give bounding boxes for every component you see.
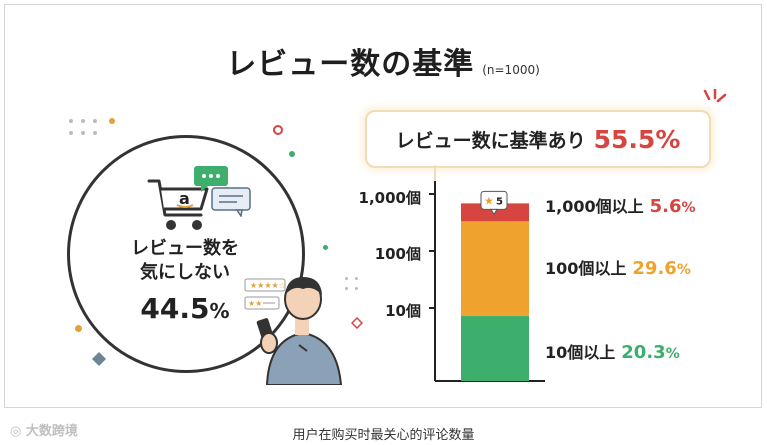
watermark: ◎ 大数跨境 xyxy=(10,420,78,439)
badge-pointer xyxy=(490,208,498,216)
segment-label-100: 100個以上 29.6% xyxy=(545,255,691,279)
diamond-icon xyxy=(92,352,106,366)
bar-segment-1 xyxy=(461,221,529,317)
segment-value-100: 29.6 xyxy=(632,258,677,279)
chat-bubble-icon xyxy=(194,166,228,192)
svg-text:★★★★☆: ★★★★☆ xyxy=(250,281,286,290)
not-care-unit: % xyxy=(209,299,230,323)
not-care-line1: レビュー数を xyxy=(131,238,239,259)
segment-value-10: 20.3 xyxy=(621,342,666,363)
not-care-number: 44.5 xyxy=(140,292,210,325)
segment-label-1000: 1,000個以上 5.6% xyxy=(545,193,696,217)
has-standard-banner: レビュー数に基準あり 55.5% xyxy=(365,110,711,168)
caption: 用户在购买时最关心的评论数量 xyxy=(292,428,475,443)
segment-label-10: 10個以上 20.3% xyxy=(545,339,680,363)
segment-name-100: 100個以上 xyxy=(545,259,627,278)
stacked-bar-chart: ★ 5 xyxy=(429,181,545,382)
title-text: レビュー数の基準 xyxy=(226,47,475,82)
segment-unit-1000: % xyxy=(681,200,696,216)
person-with-phone-illustration: ★★★★☆ ★★ xyxy=(244,277,343,385)
cart-logo-letter: a xyxy=(179,189,190,208)
segment-name-1000: 1,000個以上 xyxy=(545,197,644,216)
segment-name-10: 10個以上 xyxy=(545,343,616,362)
segment-value-1000: 5.6 xyxy=(649,196,682,217)
not-care-value: 44.5% xyxy=(115,292,255,325)
banner-value: 55.5% xyxy=(593,124,681,154)
message-bubble-icon xyxy=(211,187,251,217)
chart-title: レビュー数の基準 (n=1000) xyxy=(5,39,761,83)
banner-text: レビュー数に基準あり xyxy=(395,129,586,152)
segment-unit-10: % xyxy=(665,346,680,362)
sample-size: (n=1000) xyxy=(482,63,540,77)
infographic-frame: レビュー数の基準 (n=1000) a xyxy=(4,4,762,408)
sparkle-icon xyxy=(703,89,727,103)
not-care-line2: 気にしない xyxy=(140,262,230,283)
y-tick-1000: 1,000個 xyxy=(358,189,421,207)
shopping-cart-icon xyxy=(147,179,209,230)
watermark-icon: ◎ xyxy=(10,424,22,439)
small-diamond-icon xyxy=(351,317,363,329)
badge-star-icon: ★ xyxy=(484,194,494,207)
bar-segment-0 xyxy=(461,316,529,381)
badge-value: 5 xyxy=(496,196,503,207)
y-tick-10: 10個 xyxy=(385,302,421,320)
y-tick-100: 100個 xyxy=(374,245,421,263)
not-care-label: レビュー数を 気にしない xyxy=(115,237,255,285)
segment-unit-100: % xyxy=(676,262,691,278)
svg-text:★★: ★★ xyxy=(248,299,262,308)
watermark-text: 大数跨境 xyxy=(25,424,78,439)
